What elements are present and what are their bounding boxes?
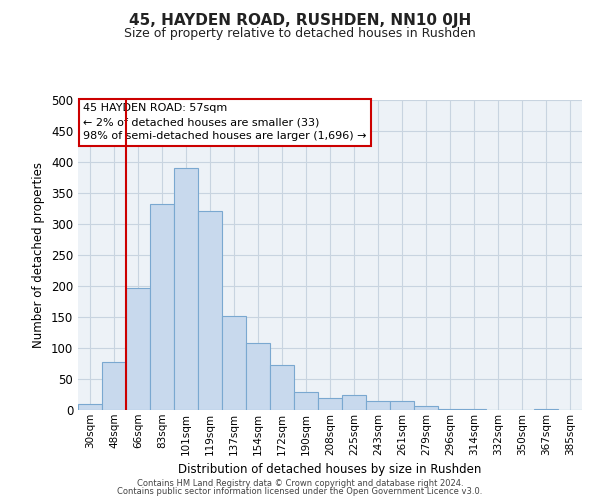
- Bar: [294, 392, 318, 410]
- Bar: [78, 404, 102, 410]
- Text: Contains HM Land Registry data © Crown copyright and database right 2024.: Contains HM Land Registry data © Crown c…: [137, 478, 463, 488]
- Bar: [342, 395, 366, 410]
- Bar: [174, 168, 198, 410]
- Text: Size of property relative to detached houses in Rushden: Size of property relative to detached ho…: [124, 28, 476, 40]
- Bar: [198, 211, 222, 410]
- Bar: [270, 364, 294, 410]
- Bar: [246, 343, 270, 410]
- Bar: [150, 204, 174, 410]
- Bar: [366, 400, 390, 410]
- Bar: [414, 406, 438, 410]
- Bar: [318, 398, 342, 410]
- Text: 45, HAYDEN ROAD, RUSHDEN, NN10 0JH: 45, HAYDEN ROAD, RUSHDEN, NN10 0JH: [129, 12, 471, 28]
- Bar: [102, 362, 126, 410]
- Bar: [438, 409, 462, 410]
- Y-axis label: Number of detached properties: Number of detached properties: [32, 162, 46, 348]
- Bar: [126, 288, 150, 410]
- X-axis label: Distribution of detached houses by size in Rushden: Distribution of detached houses by size …: [178, 463, 482, 476]
- Bar: [222, 316, 246, 410]
- Bar: [390, 400, 414, 410]
- Text: Contains public sector information licensed under the Open Government Licence v3: Contains public sector information licen…: [118, 487, 482, 496]
- Text: 45 HAYDEN ROAD: 57sqm
← 2% of detached houses are smaller (33)
98% of semi-detac: 45 HAYDEN ROAD: 57sqm ← 2% of detached h…: [83, 103, 367, 141]
